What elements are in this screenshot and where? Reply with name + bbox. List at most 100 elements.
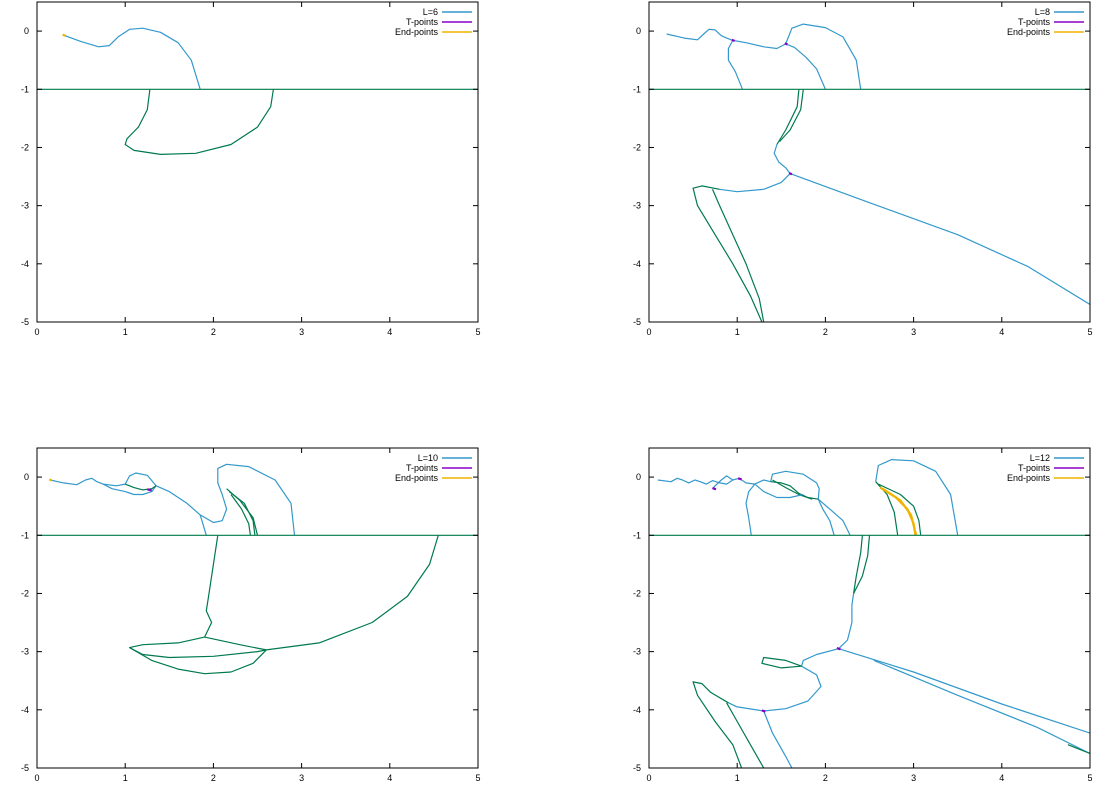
curve-green xyxy=(776,89,800,145)
curve-blue xyxy=(727,40,744,90)
y-tick-label: -1 xyxy=(21,530,29,540)
y-tick-label: -5 xyxy=(633,763,641,773)
curve-endpoint xyxy=(879,486,917,536)
y-tick-label: 0 xyxy=(24,26,29,36)
x-tick-label: 5 xyxy=(475,773,480,783)
curve-green xyxy=(204,636,267,651)
curve-tpoint xyxy=(731,38,736,43)
x-tick-label: 1 xyxy=(123,327,128,337)
x-tick-label: 2 xyxy=(823,773,828,783)
curve-green xyxy=(129,647,267,675)
x-tick-label: 3 xyxy=(299,327,304,337)
y-tick-label: -3 xyxy=(21,647,29,657)
curve-tpoint xyxy=(712,487,717,491)
x-tick-label: 0 xyxy=(646,773,651,783)
legend-t-points-label: T-points xyxy=(406,17,439,27)
curve-endpoint xyxy=(48,478,53,482)
y-tick-label: 0 xyxy=(24,472,29,482)
legend-series-label: L=6 xyxy=(423,7,438,17)
curve-blue xyxy=(745,483,756,536)
plot-frame xyxy=(36,447,479,769)
x-tick-label: 4 xyxy=(999,773,1004,783)
x-tick-label: 3 xyxy=(299,773,304,783)
curve-blue xyxy=(773,144,791,174)
curve-green xyxy=(772,479,813,500)
y-tick-label: 0 xyxy=(636,26,641,36)
y-tick-label: -5 xyxy=(633,317,641,327)
y-tick-label: -2 xyxy=(21,142,29,152)
y-tick-label: -3 xyxy=(633,647,641,657)
chart-panel-l12: 0 1 2 3 4 5 0 -1 -2 -3 -4 -5 L=12 T-points End-points xyxy=(612,446,1112,796)
curve-green xyxy=(692,185,763,322)
curve-tpoint xyxy=(784,42,788,46)
curve-blue xyxy=(770,470,835,536)
y-tick-label: -2 xyxy=(633,588,641,598)
legend-end-points-label: End-points xyxy=(1007,473,1051,483)
curve-blue xyxy=(199,463,296,536)
x-tick-label: 0 xyxy=(34,327,39,337)
y-tick-label: -4 xyxy=(633,705,641,715)
curve-green xyxy=(124,483,157,491)
curve-green xyxy=(129,636,267,659)
curve-green xyxy=(692,681,743,768)
curve-blue xyxy=(838,593,855,650)
curve-blue xyxy=(789,173,1090,306)
legend-t-points-label: T-points xyxy=(1018,463,1051,473)
y-tick-label: -4 xyxy=(21,705,29,715)
curve-green xyxy=(875,481,899,536)
x-tick-label: 5 xyxy=(475,327,480,337)
x-tick-label: 2 xyxy=(823,327,828,337)
curve-blue xyxy=(785,23,862,90)
y-tick-label: -5 xyxy=(21,317,29,327)
plot-area xyxy=(37,463,478,675)
x-tick-label: 1 xyxy=(735,773,740,783)
y-tick-label: -2 xyxy=(21,588,29,598)
x-tick-label: 1 xyxy=(123,773,128,783)
curve-blue xyxy=(719,173,791,193)
y-tick-label: -1 xyxy=(633,84,641,94)
x-tick-label: 3 xyxy=(911,327,916,337)
y-tick-label: -1 xyxy=(21,84,29,94)
curve-blue xyxy=(63,27,201,90)
curve-blue xyxy=(785,43,826,90)
plot-frame xyxy=(36,1,479,323)
legend-end-points-label: End-points xyxy=(395,473,439,483)
x-tick-label: 4 xyxy=(999,327,1004,337)
legend-series-label: L=8 xyxy=(1035,7,1050,17)
curve-green xyxy=(711,189,765,322)
curve-green xyxy=(779,89,804,143)
y-tick-label: -3 xyxy=(633,201,641,211)
curve-green xyxy=(726,702,765,768)
y-tick-label: -3 xyxy=(21,201,29,211)
plot-area xyxy=(649,459,1090,768)
x-tick-label: 1 xyxy=(735,327,740,337)
legend-series-label: L=12 xyxy=(1030,453,1050,463)
x-tick-label: 3 xyxy=(911,773,916,783)
curve-blue xyxy=(763,710,793,768)
chart-panel-l10: 0 1 2 3 4 5 0 -1 -2 -3 -4 -5 L=10 T-points End-points xyxy=(0,446,500,796)
legend-t-points-label: T-points xyxy=(1018,17,1051,27)
plot-frame xyxy=(648,447,1091,769)
curve-green xyxy=(124,89,274,155)
chart-panel-l6: 0 1 2 3 4 5 0 -1 -2 -3 -4 -5 L=6 T-points End-points xyxy=(0,0,500,350)
chart-panel-l8: 0 1 2 3 4 5 0 -1 -2 -3 -4 -5 L=8 T-points End-points xyxy=(612,0,1112,350)
curve-tpoint xyxy=(761,709,766,713)
curve-blue xyxy=(666,28,786,50)
legend-end-points-label: End-points xyxy=(395,27,439,37)
curve-green xyxy=(228,491,256,536)
curve-green xyxy=(761,656,802,669)
curve-tpoint xyxy=(147,488,152,492)
curve-blue xyxy=(754,483,804,499)
curve-green xyxy=(1067,744,1090,755)
curve-blue xyxy=(102,472,157,496)
y-tick-label: -1 xyxy=(633,530,641,540)
curve-blue xyxy=(50,477,126,487)
x-tick-label: 5 xyxy=(1087,773,1092,783)
curve-green xyxy=(853,535,871,594)
